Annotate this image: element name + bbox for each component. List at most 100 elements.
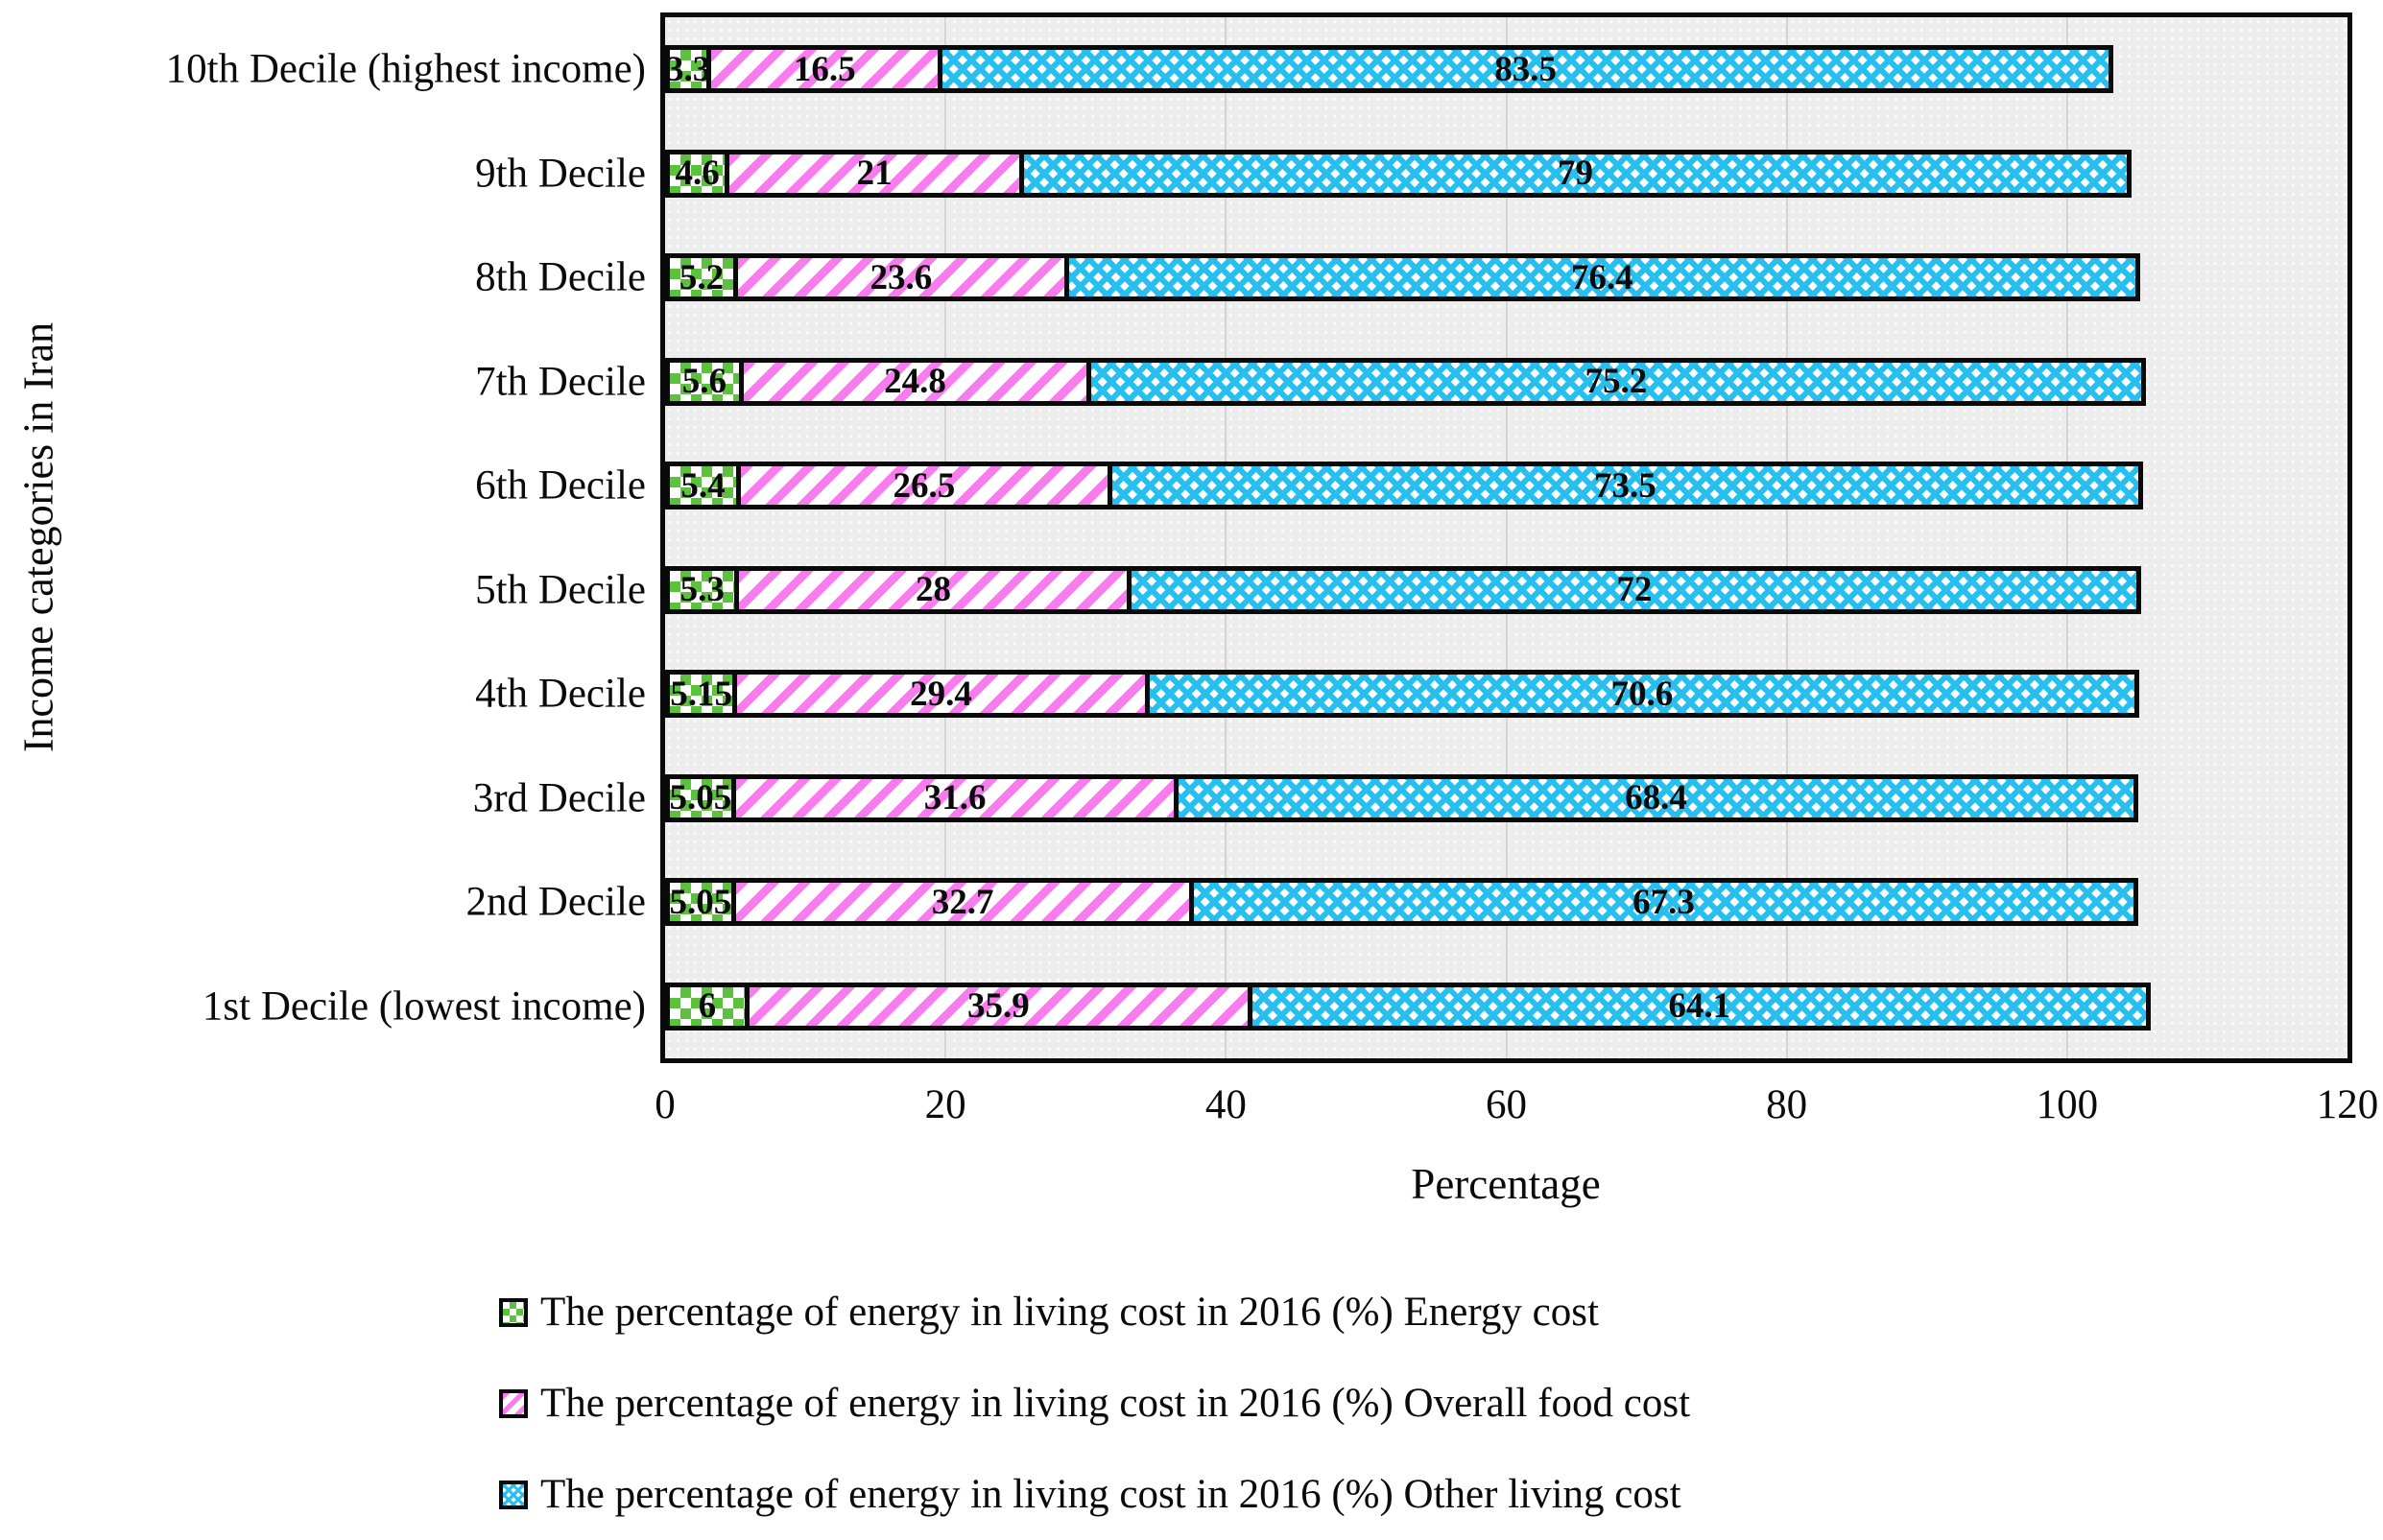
bar-row: 3.3 16.5 83.5: [665, 45, 2114, 94]
bar-segment-energy: 5.4: [665, 462, 741, 510]
bar-value-label: 5.3: [679, 570, 725, 610]
gridline: [2065, 17, 2068, 1058]
bar-segment-other: 76.4: [1063, 253, 2140, 302]
bar-segment-energy: 5.05: [665, 773, 736, 822]
bar-segment-energy: 5.6: [665, 357, 744, 406]
legend-label: The percentage of energy in living cost …: [540, 1289, 1599, 1335]
bar-value-label: 24.8: [884, 362, 946, 402]
bar-segment-other: 75.2: [1086, 357, 2146, 406]
bar-row: 5.4 26.5 73.5: [665, 462, 2143, 510]
bar-segment-other: 73.5: [1107, 462, 2143, 510]
x-tick-label: 40: [1204, 1082, 1247, 1127]
bar-segment-energy: 4.6: [665, 149, 730, 198]
bar-value-label: 5.05: [669, 778, 732, 818]
category-label: 6th Decile: [475, 462, 646, 509]
bar-value-label: 31.6: [923, 778, 987, 818]
bar-segment-energy: 5.15: [665, 670, 738, 719]
legend-label: The percentage of energy in living cost …: [540, 1380, 1691, 1426]
bar-value-label: 73.5: [1593, 465, 1656, 506]
bar-segment-food: 28: [734, 565, 1132, 614]
x-tick-label: 80: [1766, 1082, 1808, 1127]
bar-segment-food: 26.5: [735, 462, 1112, 510]
bar-value-label: 76.4: [1570, 257, 1633, 297]
gridline: [1505, 17, 1508, 1058]
bar-row: 5.2 23.6 76.4: [665, 253, 2140, 302]
bar-value-label: 68.4: [1625, 778, 1687, 818]
category-label: 4th Decile: [475, 671, 646, 717]
bar-segment-energy: 5.05: [665, 878, 736, 927]
bar-value-label: 75.2: [1585, 362, 1648, 402]
bar-value-label: 5.4: [680, 465, 726, 506]
bar-segment-food: 31.6: [730, 773, 1180, 822]
bar-segment-food: 21: [725, 149, 1024, 198]
bar-value-label: 5.05: [669, 882, 732, 922]
bar-segment-energy: 6: [665, 982, 750, 1031]
bar-segment-food: 35.9: [744, 982, 1253, 1031]
x-tick-label: 0: [655, 1082, 676, 1127]
category-axis-labels: 10th Decile (highest income) 9th Decile 8t…: [0, 17, 646, 1058]
bar-value-label: 26.5: [893, 465, 956, 506]
bar-segment-other: 79: [1018, 149, 2132, 198]
bar-segment-food: 32.7: [730, 878, 1195, 927]
category-label: 9th Decile: [475, 151, 646, 197]
bar-segment-food: 16.5: [706, 45, 943, 94]
category-label: 8th Decile: [475, 254, 646, 300]
bar-value-label: 5.15: [670, 674, 732, 714]
legend: The percentage of energy in living cost …: [499, 1267, 1690, 1540]
bar-value-label: 16.5: [793, 49, 856, 89]
bar-row: 5.6 24.8 75.2: [665, 357, 2146, 406]
bar-segment-other: 67.3: [1189, 878, 2138, 927]
bar-segment-energy: 5.2: [665, 253, 738, 302]
category-label: 1st Decile (lowest income): [202, 983, 646, 1030]
legend-swatch-food-icon: [499, 1388, 528, 1418]
bar-row: 4.6 21 79: [665, 149, 2132, 198]
category-label: 7th Decile: [475, 359, 646, 405]
bar-segment-energy: 3.3: [665, 45, 712, 94]
category-label: 10th Decile (highest income): [165, 46, 646, 92]
bar-value-label: 67.3: [1632, 882, 1695, 922]
bar-value-label: 6: [698, 986, 717, 1027]
bar-segment-other: 72: [1127, 565, 2142, 614]
legend-label: The percentage of energy in living cost …: [540, 1471, 1681, 1517]
x-tick-label: 20: [924, 1082, 966, 1127]
bar-row: 6 35.9 64.1: [665, 982, 2152, 1031]
x-tick-label: 120: [2316, 1082, 2379, 1127]
gridline: [1225, 17, 1227, 1058]
bar-value-label: 64.1: [1668, 986, 1731, 1027]
x-axis-title: Percentage: [1411, 1160, 1601, 1208]
bar-row: 5.05 32.7 67.3: [665, 878, 2138, 927]
bar-value-label: 23.6: [870, 257, 933, 297]
legend-swatch-energy-icon: [499, 1297, 528, 1327]
x-tick-label: 100: [2036, 1082, 2099, 1127]
category-label: 2nd Decile: [465, 879, 646, 925]
bar-value-label: 72: [1616, 570, 1653, 610]
bar-value-label: 32.7: [931, 882, 994, 922]
legend-item: The percentage of energy in living cost …: [499, 1358, 1690, 1449]
legend-item: The percentage of energy in living cost …: [499, 1267, 1690, 1358]
bar-segment-food: 23.6: [732, 253, 1069, 302]
bar-row: 5.05 31.6 68.4: [665, 773, 2138, 822]
gridline: [1785, 17, 1788, 1058]
bar-row: 5.15 29.4 70.6: [665, 670, 2140, 719]
bar-value-label: 21: [856, 154, 893, 194]
bar-value-label: 3.3: [665, 49, 711, 89]
bar-segment-other: 64.1: [1248, 982, 2152, 1031]
bar-segment-food: 29.4: [732, 670, 1150, 719]
bar-value-label: 83.5: [1494, 49, 1557, 89]
legend-swatch-other-icon: [499, 1480, 528, 1509]
bar-segment-other: 70.6: [1144, 670, 2140, 719]
bar-value-label: 29.4: [910, 674, 972, 714]
bar-segment-other: 83.5: [938, 45, 2114, 94]
plot-area: 3.3 16.5 83.5 4.6 21 79 5.2 23.6 76.4 5.6 24.8 75.2…: [660, 12, 2352, 1063]
bar-segment-food: 24.8: [738, 357, 1092, 406]
gridline: [944, 17, 947, 1058]
x-axis-tick-labels: 0 20 40 60 80 100 120: [655, 1082, 2378, 1142]
category-label: 3rd Decile: [472, 775, 646, 821]
bar-value-label: 4.6: [675, 154, 720, 194]
bar-value-label: 28: [915, 570, 951, 610]
legend-item: The percentage of energy in living cost …: [499, 1449, 1690, 1540]
bar-value-label: 5.6: [681, 362, 727, 402]
bar-value-label: 70.6: [1610, 674, 1674, 714]
x-tick-label: 60: [1486, 1082, 1527, 1127]
